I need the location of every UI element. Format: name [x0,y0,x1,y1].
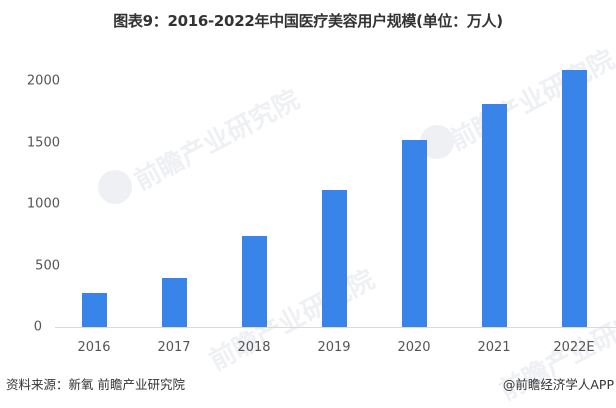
x-tick-label: 2017 [157,340,191,355]
bar-2018 [242,235,267,327]
y-tick-label: 500 [35,258,60,274]
bar-2021 [482,104,507,327]
x-tick-label: 2019 [317,340,351,355]
y-tick-label: 1500 [26,135,60,151]
y-tick-label: 0 [33,319,42,335]
credit-note: @前瞻经济学人APP [502,377,614,392]
bar-2022E [562,69,587,327]
bar-2016 [82,293,107,327]
x-tick-label: 2020 [397,340,431,355]
x-tick-label: 2022E [553,340,595,355]
x-tick-label: 2021 [477,340,511,355]
x-tick-label: 2018 [237,340,271,355]
x-tick-label: 2016 [77,340,111,355]
x-axis-line [55,327,616,328]
chart-title: 图表9：2016-2022年中国医疗美容用户规模(单位：万人) [113,12,503,30]
watermark-text: 前瞻产业研究院 [129,84,305,197]
watermark-text: 前瞻产业研究院 [204,264,380,377]
bar-2017 [162,277,187,327]
bar-2020 [402,140,427,327]
bar-2019 [322,189,347,327]
watermark-text: 前瞻产业研究院 [444,44,616,157]
source-note: 资料来源：新氧 前瞻产业研究院 [6,377,185,392]
y-tick-label: 1000 [26,196,60,212]
watermark-logo-icon [98,170,132,204]
y-tick-label: 2000 [26,73,60,89]
